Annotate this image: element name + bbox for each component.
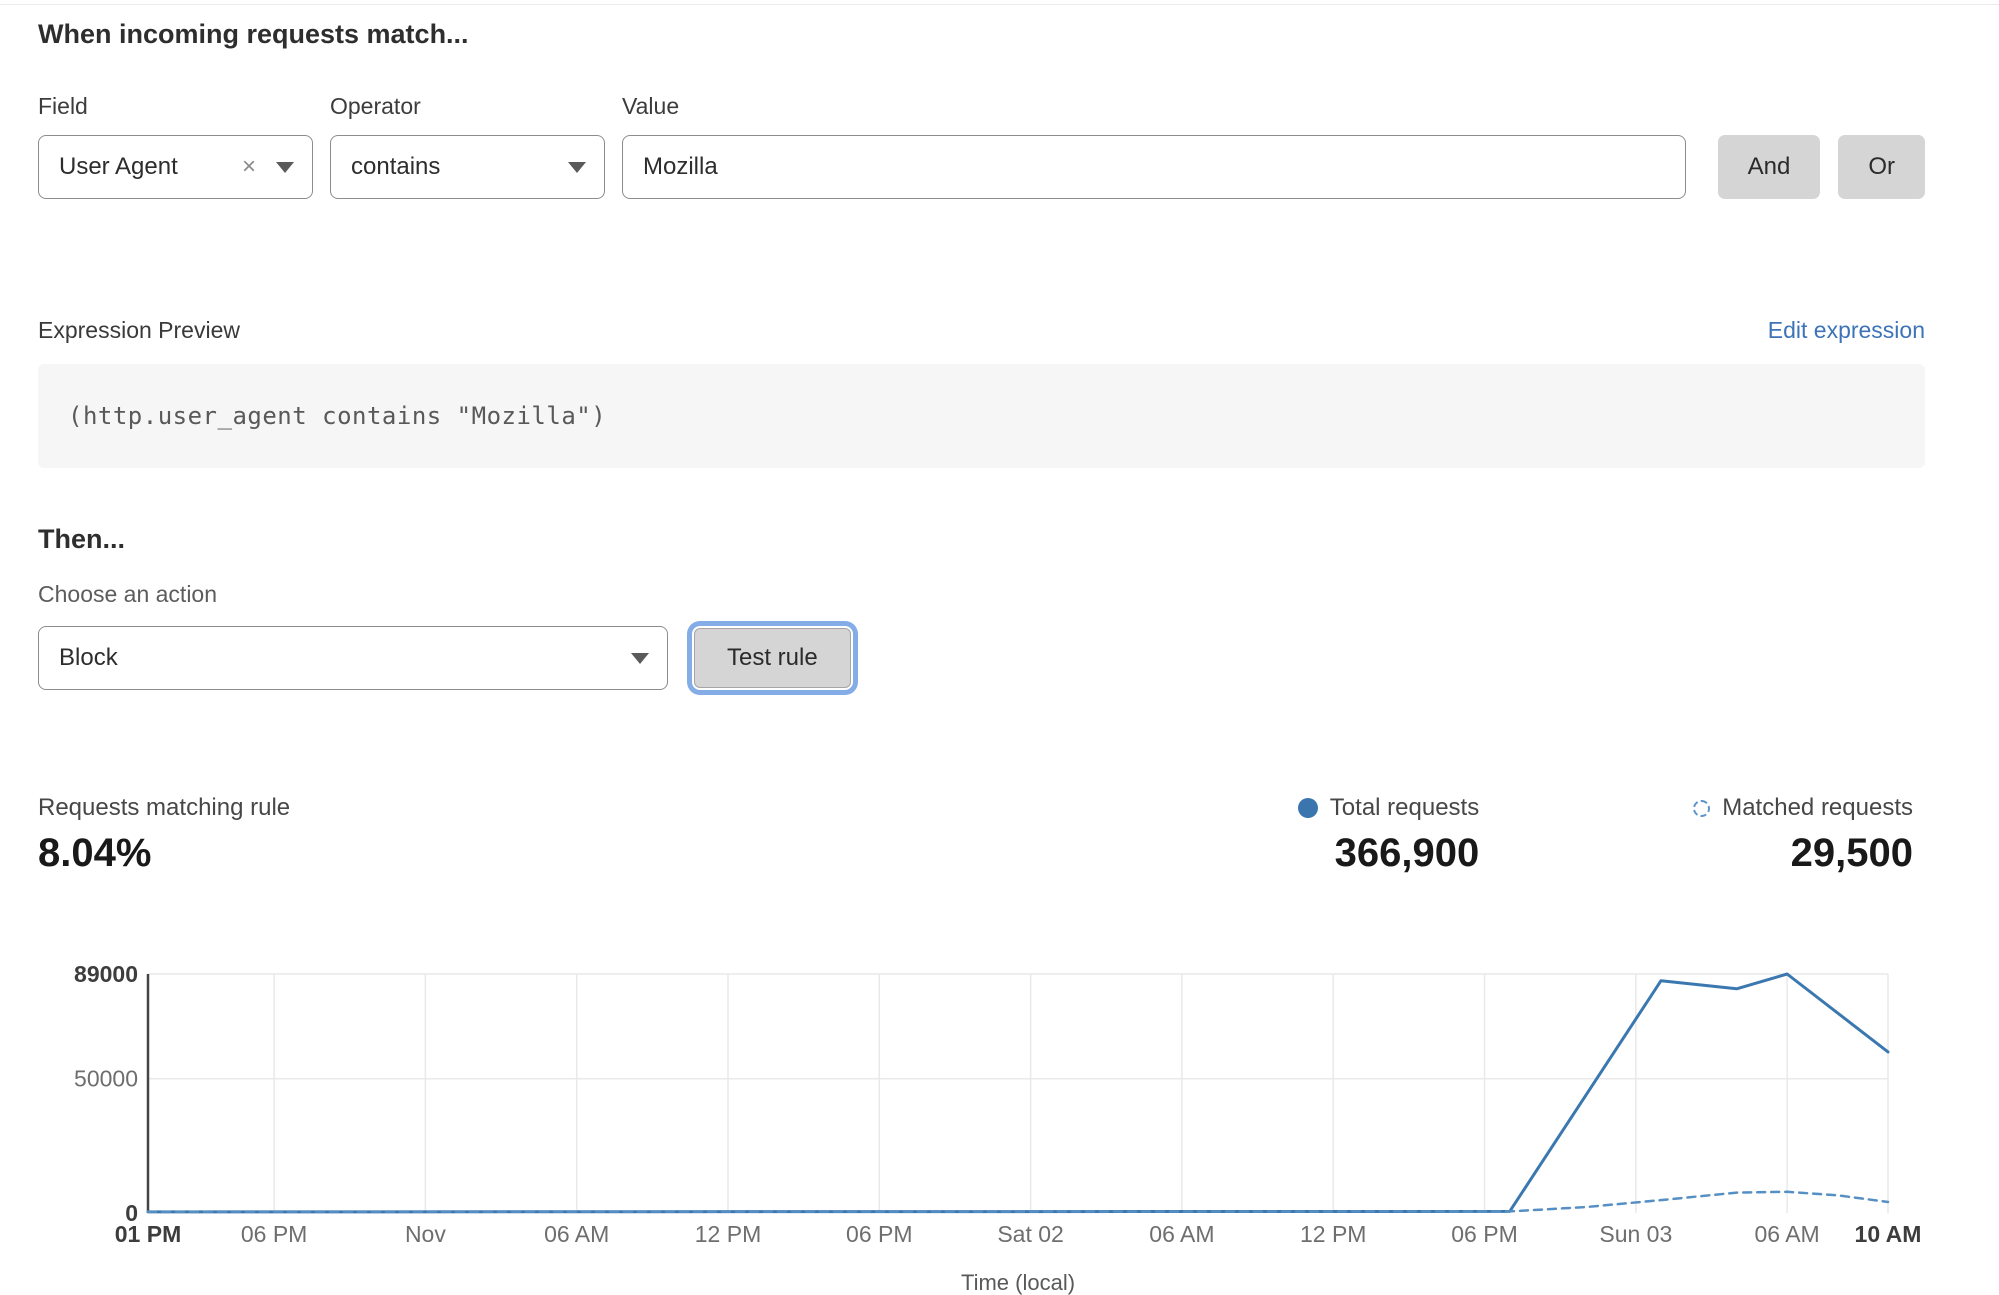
operator-label: Operator [330, 93, 421, 119]
matched-requests-label: Matched requests [1722, 794, 1913, 821]
total-requests-stat: Total requests 366,900 [1297, 794, 1480, 876]
field-select[interactable]: User Agent × [38, 135, 313, 199]
or-button[interactable]: Or [1838, 135, 1925, 199]
chart-x-tick-label: 06 AM [1755, 1221, 1820, 1247]
test-rule-button[interactable]: Test rule [694, 628, 851, 688]
chart-x-tick-label: 10 AM [1855, 1221, 1922, 1247]
requests-chart: 89000 50000 0 01 PM 06 PM Nov 06 AM 12 PM 06 PM S… [38, 942, 1925, 1295]
matching-rate-stat: Requests matching rule 8.04% [38, 794, 1298, 876]
matched-requests-value: 29,500 [1790, 831, 1913, 875]
value-input[interactable] [622, 135, 1686, 199]
operator-select-value: contains [351, 153, 441, 180]
dashed-circle-icon [1693, 799, 1711, 817]
chart-x-tick-label: 06 PM [1451, 1221, 1517, 1247]
rule-builder-row: User Agent × contains And Or [38, 135, 1925, 199]
action-select-value: Block [59, 644, 118, 671]
chart-series-total-line [146, 972, 1890, 1214]
match-section-heading: When incoming requests match... [38, 19, 469, 49]
chart-x-tick-label: Nov [405, 1221, 446, 1247]
chart-x-tick-label: 06 PM [846, 1221, 912, 1247]
chart-x-tick-label: 12 PM [695, 1221, 761, 1247]
then-section-heading: Then... [38, 524, 125, 554]
chart-x-tick-label: 12 PM [1300, 1221, 1366, 1247]
chart-y-tick-label: 89000 [74, 961, 138, 987]
edit-expression-link[interactable]: Edit expression [1767, 317, 1925, 343]
chart-x-tick-label: 06 AM [1149, 1221, 1214, 1247]
firewall-rule-editor: When incoming requests match... Field Op… [0, 19, 1999, 1295]
total-requests-label: Total requests [1329, 794, 1480, 821]
action-select[interactable]: Block [38, 626, 668, 690]
rule-stats: Requests matching rule 8.04% Total reque… [38, 794, 1925, 876]
value-label: Value [622, 93, 680, 119]
field-label: Field [38, 93, 88, 119]
rule-builder-column-labels: Field Operator Value [38, 93, 1925, 120]
choose-action-label: Choose an action [38, 581, 218, 607]
field-clear-icon[interactable]: × [241, 153, 256, 180]
chart-series-matched-line [146, 1190, 1890, 1213]
chart-y-tick-label: 0 [125, 1200, 138, 1226]
matched-requests-stat: Matched requests 29,500 [1693, 794, 1913, 876]
chevron-down-icon [568, 161, 586, 173]
field-select-value: User Agent [59, 153, 178, 180]
chart-x-tick-label: Sat 02 [997, 1221, 1064, 1247]
requests-line-chart: 89000 50000 001 PM 06 PM Nov 06 AM 12 PM 06 PM S… [74, 961, 1922, 1295]
chart-x-tick-label: 06 PM [241, 1221, 307, 1247]
matching-rate-value: 8.04% [38, 831, 152, 875]
and-button[interactable]: And [1717, 135, 1821, 199]
expression-preview-label: Expression Preview [38, 317, 240, 343]
chart-x-tick-label: 01 PM [115, 1221, 181, 1247]
chart-x-axis-title: Time (local) [961, 1270, 1075, 1295]
chart-y-tick-label: 50000 [74, 1066, 138, 1092]
expression-preview-header: Expression Preview Edit expression [38, 317, 1925, 344]
action-row: Block Test rule [38, 626, 1925, 690]
chevron-down-icon [631, 652, 649, 664]
chart-x-tick-label: Sun 03 [1599, 1221, 1672, 1247]
solid-dot-icon [1297, 798, 1318, 818]
expression-preview-box: (http.user_agent contains "Mozilla") [38, 364, 1925, 468]
matching-rate-label: Requests matching rule [38, 794, 291, 821]
chart-x-tick-label: 06 AM [544, 1221, 609, 1247]
expression-code: (http.user_agent contains "Mozilla") [68, 402, 607, 430]
operator-select[interactable]: contains [330, 135, 605, 199]
page-top-divider [0, 4, 1999, 5]
total-requests-value: 366,900 [1334, 831, 1480, 875]
chevron-down-icon [276, 161, 294, 173]
chart-legend: Total requests 366,900 Matched requests … [1297, 794, 1913, 876]
